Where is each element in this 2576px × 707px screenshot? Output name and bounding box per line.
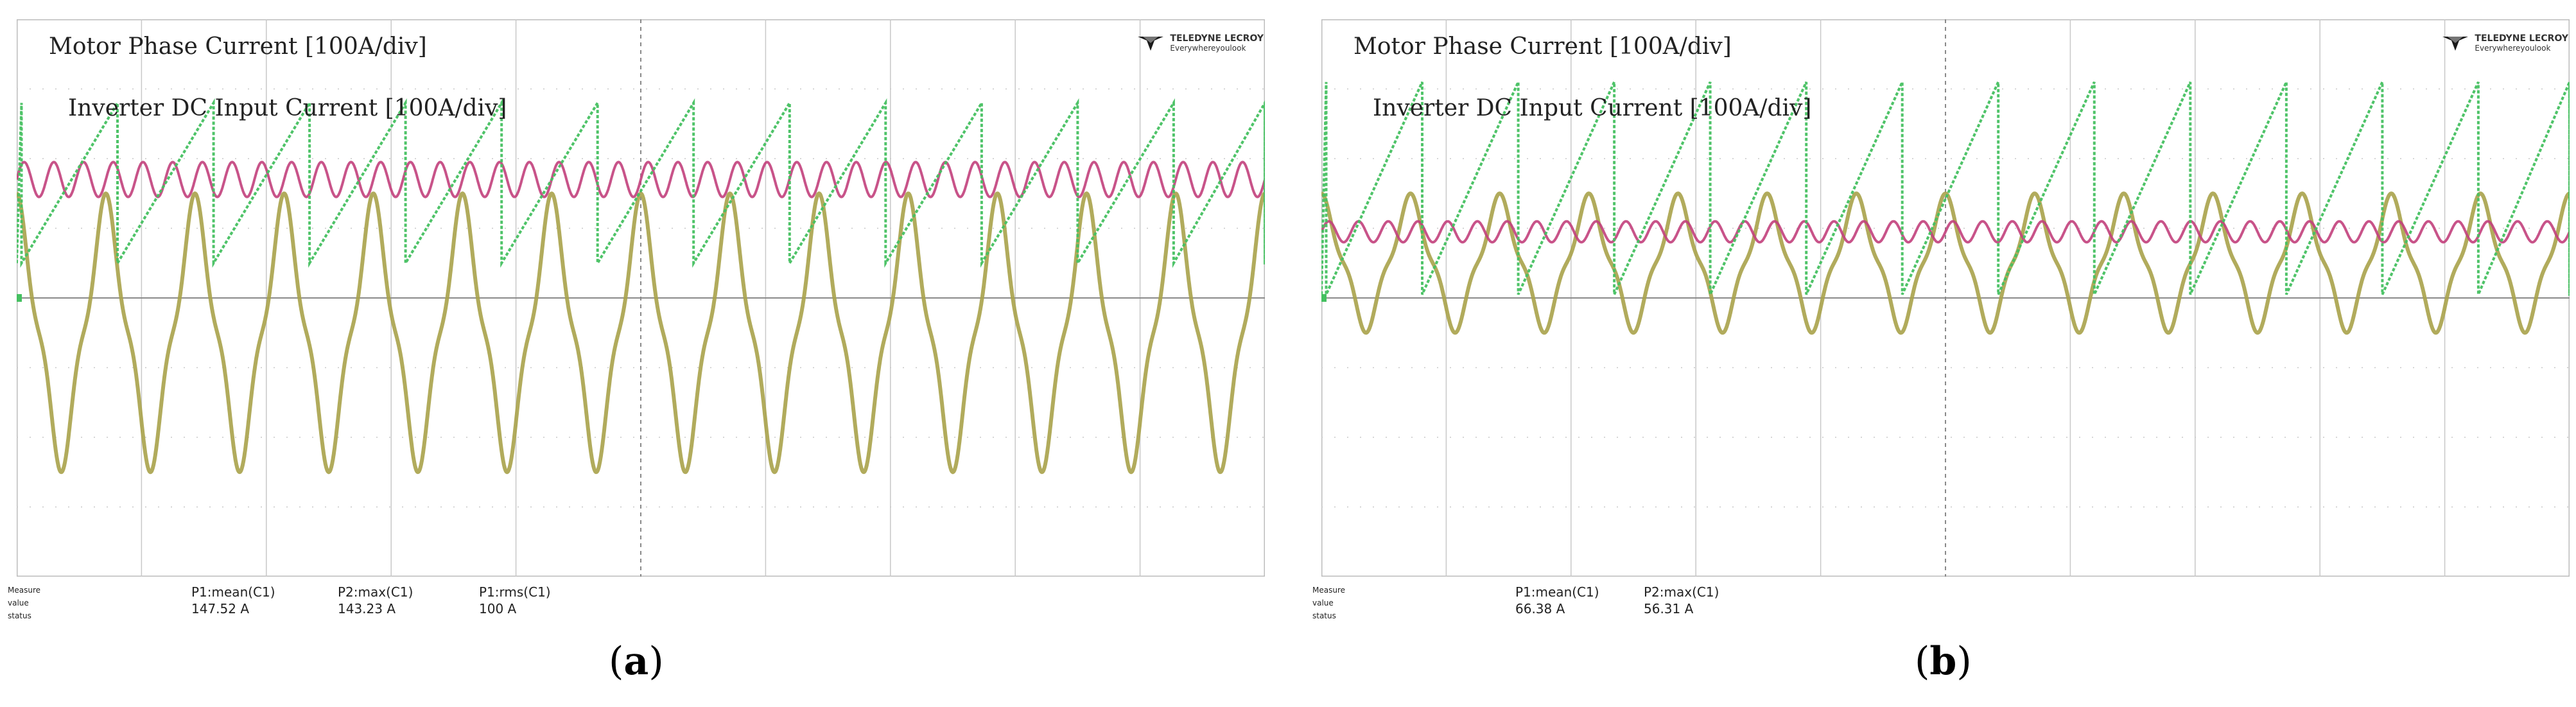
teledyne-logo-b: TELEDYNE LECROY Everywhereyoulook <box>2442 33 2568 53</box>
param-name: P1:mean(C1) <box>1515 584 1599 600</box>
caption-a: (a) <box>609 639 664 684</box>
measure-table-b: Measure value status P1:mean(C1) 66.38 A… <box>1310 584 2576 628</box>
dc-input-current-trace <box>17 161 1265 198</box>
scope-plot-b <box>1321 19 2570 577</box>
param-name: P2:max(C1) <box>1644 584 1719 600</box>
teledyne-logo-icon <box>1138 37 1164 51</box>
teledyne-logo-icon <box>2442 37 2469 51</box>
motor-phase-label-b: Motor Phase Current [100A/div] <box>1353 33 1732 60</box>
scope-plot-a <box>17 19 1265 577</box>
param-value: 66.38 A <box>1515 601 1565 616</box>
value-header: value <box>1312 598 1334 607</box>
param-name: P2:max(C1) <box>338 584 413 600</box>
measure-header: Measure <box>8 586 40 595</box>
dc-input-label-a: Inverter DC Input Current [100A/div] <box>68 95 507 121</box>
teledyne-logo-a: TELEDYNE LECROY Everywhereyoulook <box>1138 33 1264 53</box>
trigger-marker <box>1321 294 1327 302</box>
motor-phase-label-a: Motor Phase Current [100A/div] <box>49 33 427 60</box>
dc-input-label-b: Inverter DC Input Current [100A/div] <box>1373 95 1812 121</box>
param-name: P1:mean(C1) <box>191 584 275 600</box>
motor-phase-current-trace <box>17 191 1265 475</box>
oscilloscope-panel-b: Motor Phase Current [100A/div] Inverter … <box>1310 12 2576 628</box>
measure-table-a: Measure value status P1:mean(C1) 147.52 … <box>5 584 1276 628</box>
value-header: value <box>8 598 29 607</box>
dc-input-current-trace <box>1321 220 2570 244</box>
sawtooth-trace <box>1321 81 2570 296</box>
status-header: status <box>8 611 31 620</box>
measure-header: Measure <box>1312 586 1345 595</box>
trigger-marker <box>17 294 22 302</box>
caption-b: (b) <box>1915 639 1972 684</box>
scope-grid-b <box>1321 19 2570 577</box>
oscilloscope-panel-a: Motor Phase Current [100A/div] Inverter … <box>5 12 1276 628</box>
logo-tagline-text: Everywhereyoulook <box>2475 44 2551 53</box>
caption-b-letter: b <box>1929 639 1957 684</box>
scope-grid-a <box>17 19 1265 577</box>
status-header: status <box>1312 611 1336 620</box>
param-value: 147.52 A <box>191 601 250 616</box>
logo-brand-text: TELEDYNE LECROY <box>1170 33 1264 44</box>
param-value: 143.23 A <box>338 601 396 616</box>
param-value: 100 A <box>479 601 517 616</box>
sawtooth-trace <box>17 98 1265 268</box>
motor-phase-current-trace <box>1321 191 2570 335</box>
param-value: 56.31 A <box>1644 601 1694 616</box>
caption-a-letter: a <box>623 639 649 684</box>
param-name: P1:rms(C1) <box>479 584 551 600</box>
logo-brand-text: TELEDYNE LECROY <box>2475 33 2568 44</box>
logo-tagline-text: Everywhereyoulook <box>1170 44 1246 53</box>
